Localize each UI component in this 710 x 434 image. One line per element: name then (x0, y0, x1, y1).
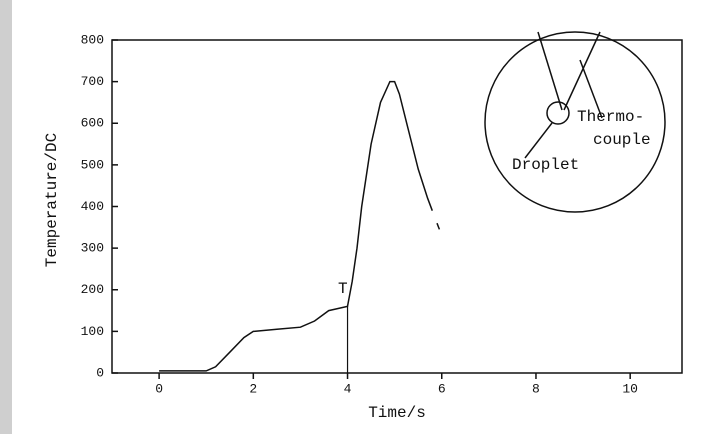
leader (524, 122, 553, 159)
x-tick-label: 6 (438, 381, 446, 396)
y-tick-label: 400 (81, 199, 104, 214)
x-axis-title: Time/s (368, 404, 426, 422)
x-tick-label: 4 (344, 381, 352, 396)
x-tick-label: 0 (155, 381, 163, 396)
x-tick-label: 2 (249, 381, 257, 396)
annotation: Droplet (512, 156, 579, 174)
wire (563, 31, 601, 111)
y-tick-label: 300 (81, 241, 104, 256)
y-tick-label: 200 (81, 282, 104, 297)
x-tick-label: 10 (622, 381, 638, 396)
annotation: T (338, 280, 348, 298)
inset (484, 31, 666, 213)
border-strip (0, 0, 12, 434)
y-axis-title: Temperature/DC (43, 133, 61, 267)
inset-circle (484, 31, 666, 213)
annotation: couple (593, 131, 651, 149)
y-tick-label: 700 (81, 74, 104, 89)
plot-frame (111, 39, 683, 374)
y-tick-label: 600 (81, 116, 104, 131)
leader (579, 59, 603, 119)
y-tick-label: 0 (96, 365, 104, 380)
y-tick-label: 800 (81, 32, 104, 47)
y-tick-label: 500 (81, 157, 104, 172)
data-line (159, 80, 441, 372)
x-tick-label: 8 (532, 381, 540, 396)
annotation: Thermo- (577, 108, 644, 126)
droplet (546, 101, 570, 125)
wire (537, 31, 563, 111)
y-tick-label: 100 (81, 324, 104, 339)
